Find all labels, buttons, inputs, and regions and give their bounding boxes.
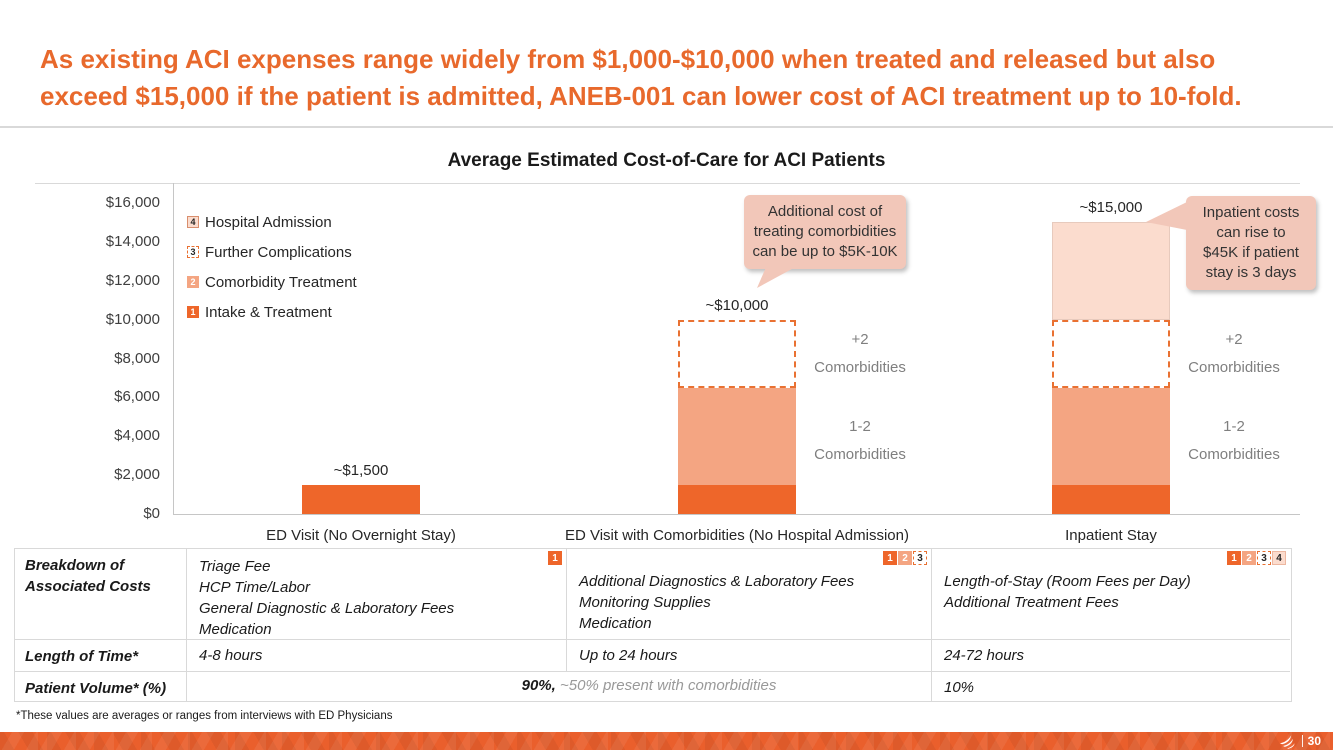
callout-comorbidity-tail <box>757 258 812 288</box>
bar-segment-hospital-admission <box>1052 222 1170 320</box>
bar-total-label: ~$1,500 <box>333 461 389 479</box>
cost-breakdown-table: Breakdown of Associated Costs 1 Triage F… <box>14 548 1292 702</box>
cost-component-badge-2: 2 <box>1242 551 1256 565</box>
table-cell-breakdown-ed-visit: 1 Triage Fee HCP Time/Labor General Diag… <box>186 549 566 639</box>
table-cell-text: Triage Fee HCP Time/Labor General Diagno… <box>199 558 455 638</box>
legend-label: Intake & Treatment <box>205 303 332 321</box>
cost-component-badge-1: 1 <box>548 551 562 565</box>
y-axis-tick-label: $16,000 <box>105 194 160 211</box>
legend-marker-1-icon: 1 <box>187 306 199 318</box>
legend-item: 4 Hospital Admission <box>187 207 357 237</box>
x-axis-category-label: ED Visit (No Overnight Stay) <box>266 527 456 544</box>
swoosh-bird-logo-icon <box>1279 734 1295 749</box>
callout-inpatient-tail <box>1146 202 1187 230</box>
cost-component-badge-3: 3 <box>1257 551 1271 565</box>
side-label-lower-comorbidities: 1-2 Comorbidities <box>814 418 906 463</box>
bar-segment-intake-treatment <box>678 484 796 514</box>
side-label-upper-comorbidities: +2 Comorbidities <box>814 331 906 376</box>
slide-title: As existing ACI expenses range widely fr… <box>40 44 1242 111</box>
table-cell-text: Up to 24 hours <box>579 647 678 664</box>
table-row-label-length-of-time: Length of Time* <box>15 639 186 671</box>
chart-frame-line <box>35 183 1300 184</box>
legend-marker-2-icon: 2 <box>187 276 199 288</box>
table-cell-volume-inpatient: 10% <box>931 671 1290 701</box>
bar-segment-comorbidity-treatment <box>1052 387 1170 485</box>
chart-title: Average Estimated Cost-of-Care for ACI P… <box>447 150 886 171</box>
cost-component-badge-1: 1 <box>1227 551 1241 565</box>
x-axis-line <box>173 514 1300 515</box>
table-cell-time-ed-visit: 4-8 hours <box>186 639 566 671</box>
table-cell-text: Additional Diagnostics & Laboratory Fees… <box>579 573 855 632</box>
table-cell-volume-ed: 90%, ~50% present with comorbidities <box>186 671 931 701</box>
footer-bar: 30 <box>0 732 1333 750</box>
table-cell-text: 24-72 hours <box>944 647 1025 664</box>
callout-inpatient-cost: Inpatient costs can rise to $45K if pati… <box>1186 196 1316 290</box>
bar-segment-further-complications <box>1052 319 1170 388</box>
y-axis-tick-label: $6,000 <box>114 388 160 406</box>
footer-right-group: 30 <box>1279 732 1321 750</box>
volume-primary-value: 90%, <box>521 677 556 694</box>
table-cell-text: 10% <box>944 679 975 696</box>
legend-item: 2 Comorbidity Treatment <box>187 267 357 297</box>
table-row-label-patient-volume: Patient Volume* (%) <box>15 671 186 701</box>
footer-separator <box>1301 735 1303 747</box>
header-divider <box>0 126 1333 128</box>
bar-segment-further-complications <box>678 319 796 388</box>
bar-total-label: ~$10,000 <box>705 296 769 314</box>
y-axis-line <box>173 183 174 514</box>
cost-component-badge-3: 3 <box>913 551 927 565</box>
bar-segment-intake-treatment <box>1052 484 1170 514</box>
table-cell-time-ed-comorbidities: Up to 24 hours <box>566 639 931 671</box>
cost-component-badges: 1 <box>548 551 562 565</box>
table-cell-text: Length-of-Stay (Room Fees per Day) Addit… <box>944 573 1191 611</box>
table-cell-text: 4-8 hours <box>199 647 263 664</box>
side-label-upper-comorbidities: +2 Comorbidities <box>1188 331 1280 376</box>
table-cell-time-inpatient: 24-72 hours <box>931 639 1290 671</box>
y-axis-tick-label: $10,000 <box>105 310 160 328</box>
legend-marker-3-icon: 3 <box>187 246 199 258</box>
page-number: 30 <box>1307 734 1321 748</box>
y-axis-tick-label: $2,000 <box>114 466 160 484</box>
legend-label: Hospital Admission <box>205 213 332 231</box>
x-axis-category-label: ED Visit with Comorbidities (No Hospital… <box>564 527 909 544</box>
y-axis-tick-label: $14,000 <box>105 232 160 250</box>
legend-item: 1 Intake & Treatment <box>187 297 357 327</box>
cost-component-badge-1: 1 <box>883 551 897 565</box>
legend-marker-4-icon: 4 <box>187 216 199 228</box>
y-axis-tick-label: $0 <box>143 505 160 522</box>
volume-secondary-value: ~50% present with comorbidities <box>555 677 777 694</box>
legend-item: 3 Further Complications <box>187 237 357 267</box>
y-axis-tick-label: $4,000 <box>114 427 160 445</box>
y-axis-tick-label: $8,000 <box>114 349 160 367</box>
side-label-lower-comorbidities: 1-2 Comorbidities <box>1188 418 1280 463</box>
chart-legend: 4 Hospital Admission 3 Further Complication… <box>187 207 357 327</box>
footnote: *These values are averages or ranges fro… <box>16 710 393 722</box>
bar-total-label: ~$15,000 <box>1079 199 1143 217</box>
callout-comorbidity-cost: Additional cost of treating comorbiditie… <box>744 195 906 269</box>
legend-label: Further Complications <box>205 243 352 261</box>
x-axis-category-label: Inpatient Stay <box>1065 527 1157 544</box>
bar-segment-comorbidity-treatment <box>678 387 796 485</box>
legend-label: Comorbidity Treatment <box>205 273 357 291</box>
y-axis-tick-label: $12,000 <box>105 271 160 289</box>
bar-segment-intake-treatment <box>302 484 420 514</box>
table-row-label-breakdown: Breakdown of Associated Costs <box>25 557 151 595</box>
cost-component-badge-2: 2 <box>898 551 912 565</box>
cost-component-badge-4: 4 <box>1272 551 1286 565</box>
